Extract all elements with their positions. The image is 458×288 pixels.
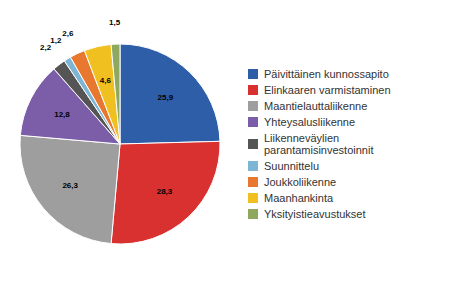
html-text:Päivittäinen kunnossapito: Päivittäinen kunnossapito xyxy=(264,68,389,80)
svg-text:25,9: 25,9 xyxy=(158,93,174,102)
svg-text:28,3: 28,3 xyxy=(157,187,173,196)
svg-text:2,2: 2,2 xyxy=(40,42,52,52)
svg-text:1,5: 1,5 xyxy=(109,18,121,27)
svg-text:12,8: 12,8 xyxy=(54,110,70,119)
html-text:Liikenneväylien parantamisinve: Liikenneväylien parantamisinvestoinnit xyxy=(264,132,374,156)
html-text:Elinkaaren varmistaminen: Elinkaaren varmistaminen xyxy=(264,84,391,96)
html-text:Joukkoliikenne: Joukkoliikenne xyxy=(264,176,337,188)
svg-text:4,6: 4,6 xyxy=(100,76,112,85)
html-text:Suunnittelu: Suunnittelu xyxy=(264,160,319,172)
svg-text:26,3: 26,3 xyxy=(62,181,78,190)
html-text:Yksityistieavustukset: Yksityistieavustukset xyxy=(264,208,366,220)
html-text:Yhteysalusliikenne: Yhteysalusliikenne xyxy=(264,116,356,128)
html-text:Maantielauttaliikenne: Maantielauttaliikenne xyxy=(264,100,368,112)
svg-text:2,6: 2,6 xyxy=(62,29,74,38)
html-text:Maanhankinta: Maanhankinta xyxy=(264,192,334,204)
svg-text:1,2: 1,2 xyxy=(50,36,62,45)
